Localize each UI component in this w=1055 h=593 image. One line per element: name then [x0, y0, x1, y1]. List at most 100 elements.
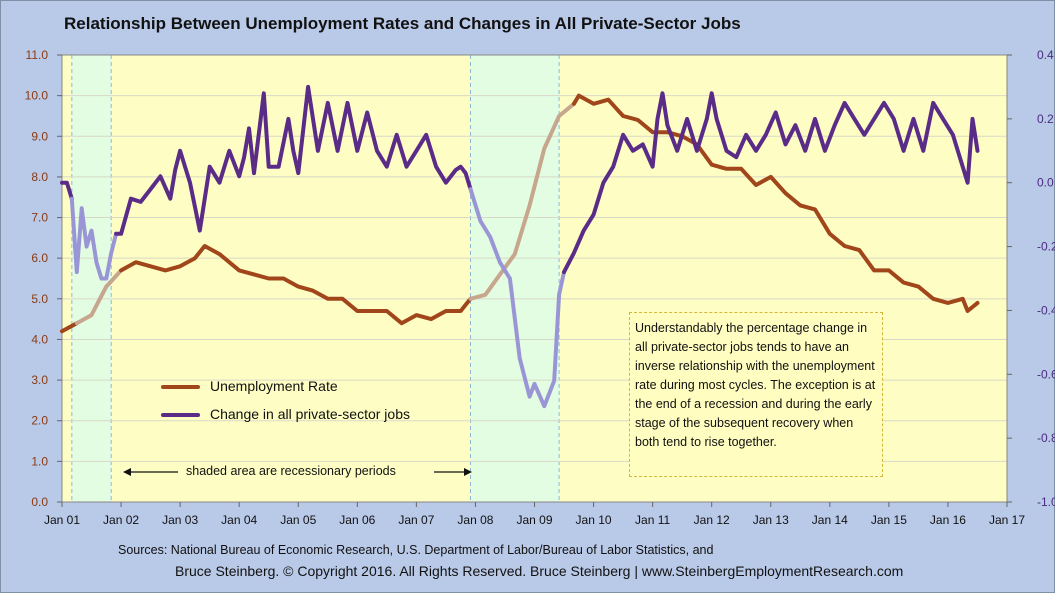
- data-point: [366, 111, 368, 114]
- y-left-tick-label: 8.0: [31, 170, 48, 184]
- data-point: [174, 169, 176, 171]
- data-point: [386, 166, 388, 168]
- data-point: [804, 150, 806, 152]
- data-point: [824, 150, 826, 152]
- data-point: [159, 175, 162, 177]
- series-line-faded: [468, 187, 566, 409]
- data-point: [179, 265, 181, 267]
- data-point: [932, 298, 934, 300]
- data-point: [464, 172, 467, 174]
- y-right-tick-label: 0.0: [1037, 176, 1054, 190]
- y-left-tick-label: 11.0: [26, 48, 49, 62]
- x-tick-label: Jan 01: [44, 513, 80, 527]
- data-point: [612, 166, 614, 168]
- x-tick-label: Jan 09: [516, 513, 552, 527]
- data-point: [514, 253, 516, 255]
- data-point: [676, 150, 678, 152]
- data-point: [489, 236, 491, 238]
- data-point: [248, 127, 250, 130]
- data-point: [592, 214, 595, 216]
- data-point: [883, 102, 885, 104]
- shade-note: shaded area are recessionary periods: [186, 464, 396, 478]
- data-point: [583, 230, 585, 232]
- data-point: [238, 269, 240, 271]
- data-point: [755, 150, 757, 152]
- y-right-tick-label: -1.0: [1037, 495, 1055, 509]
- ticks: 0.0 1.0 2.0 3.0 4.0 5.0 6.0 7.0 8.0 9.0 10.0 11.0 -1…: [25, 48, 1055, 527]
- data-point: [765, 134, 767, 136]
- data-point: [243, 156, 245, 158]
- data-point: [784, 143, 787, 145]
- data-point: [130, 198, 132, 200]
- data-point: [814, 118, 816, 120]
- x-tick-label: Jan 10: [576, 513, 612, 527]
- data-point: [834, 124, 836, 126]
- data-point: [740, 168, 742, 170]
- data-point: [711, 92, 713, 94]
- data-point: [607, 99, 609, 101]
- data-point: [528, 396, 531, 398]
- data-point: [292, 150, 294, 152]
- data-point: [558, 293, 560, 296]
- data-point: [149, 265, 152, 267]
- data-point: [976, 150, 979, 152]
- data-point: [799, 204, 801, 206]
- data-point: [164, 269, 166, 271]
- series-line-faded: [69, 196, 119, 281]
- x-tick-label: Jan 14: [812, 513, 848, 527]
- sources-line-1: Sources: National Bureau of Economic Res…: [118, 543, 714, 557]
- x-tick-label: Jan 05: [280, 513, 316, 527]
- data-point: [425, 134, 427, 136]
- data-point: [735, 156, 737, 158]
- data-point: [282, 277, 285, 280]
- x-tick-label: Jan 12: [694, 513, 730, 527]
- data-point: [460, 310, 462, 312]
- data-point: [509, 277, 511, 280]
- data-point: [149, 188, 152, 190]
- y-left-tick-label: 5.0: [31, 292, 48, 306]
- data-point: [228, 150, 230, 152]
- data-point: [140, 201, 142, 203]
- data-point: [95, 261, 98, 264]
- y-left-tick-label: 6.0: [31, 251, 48, 265]
- data-point: [253, 172, 255, 174]
- x-tick-label: Jan 11: [635, 513, 670, 527]
- x-tick-label: Jan 04: [221, 513, 257, 527]
- data-point: [917, 286, 920, 288]
- data-point: [952, 134, 954, 136]
- series-lines: [60, 84, 980, 409]
- y-right-tick-label: -0.4: [1037, 303, 1055, 317]
- data-point: [873, 118, 875, 120]
- data-point: [435, 166, 437, 168]
- data-point: [696, 150, 698, 152]
- data-point: [71, 198, 73, 200]
- data-point: [775, 111, 777, 114]
- x-tick-label: Jan 15: [871, 513, 907, 527]
- x-tick-label: Jan 16: [930, 513, 966, 527]
- data-point: [573, 103, 575, 105]
- data-point: [179, 150, 181, 152]
- series-line-faded: [468, 101, 576, 301]
- series-line: [60, 321, 79, 334]
- data-point: [971, 118, 974, 120]
- y-left-tick-label: 2.0: [31, 414, 48, 428]
- data-point: [947, 302, 949, 304]
- y-left-tick-label: 10.0: [25, 89, 49, 103]
- data-point: [297, 286, 299, 288]
- data-point: [90, 314, 93, 316]
- data-point: [528, 204, 531, 206]
- legend: [161, 385, 200, 417]
- x-tick-label: Jan 13: [753, 513, 789, 527]
- data-point: [396, 134, 398, 136]
- y-left-tick-label: 7.0: [31, 211, 48, 225]
- data-point: [602, 182, 605, 184]
- x-tick-label: Jan 07: [398, 513, 434, 527]
- data-point: [725, 168, 728, 170]
- data-point: [209, 166, 211, 168]
- sources-line-2: Bruce Steinberg. © Copyright 2016. All R…: [175, 563, 904, 579]
- data-point: [100, 277, 102, 280]
- data-point: [558, 115, 560, 117]
- data-point: [297, 172, 299, 174]
- data-point: [253, 273, 255, 276]
